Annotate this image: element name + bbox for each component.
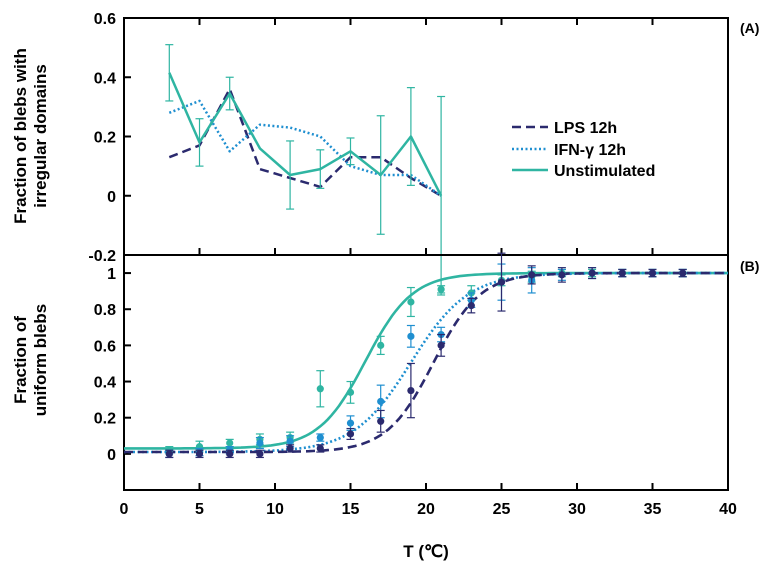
panel-b-point-ifn-12h [316, 433, 324, 442]
panel-b-point-lps-12h [437, 341, 445, 349]
panel-b-ylabel-line1: Fraction of [11, 316, 30, 404]
x-tick-label: 20 [417, 501, 435, 518]
legend-label-lps: LPS 12h [554, 120, 617, 137]
panel-b-point-lps-12h [316, 444, 324, 453]
panel-a-ytick-label: 0.4 [94, 70, 116, 87]
panel-b-ylabel-line2: uniform blebs [31, 304, 50, 416]
panel-b-point-lps-12h [256, 450, 264, 458]
panel-b-point-ifn-12h [377, 397, 385, 406]
panel-a-ylabel-line1: Fraction of blebs with [11, 48, 30, 224]
panel-b-point-lps-12h [226, 450, 234, 458]
x-tick-label: 0 [120, 501, 129, 518]
panel-b-point-lps-12h [588, 269, 596, 277]
x-axis-label: T (℃) [403, 542, 449, 561]
panel-b-point-ifn-12h [346, 419, 355, 427]
x-tick-label: 40 [719, 501, 737, 518]
panel-b-fit-ifn-12h [124, 271, 728, 454]
panel-b-point-lps-12h [286, 444, 294, 453]
panel-b-point-lps-12h [195, 450, 204, 458]
panel-b-point-ifn-12h [407, 332, 415, 340]
panel-a-line-lps-12h [168, 87, 442, 197]
panel-b-point-lps-12h [346, 430, 355, 438]
panel-b-point-lps-12h [618, 269, 626, 277]
panel-b-point-lps-12h [165, 450, 173, 458]
panel-b-fit-lps-12h [124, 271, 728, 454]
panel-a-frame [123, 17, 729, 256]
x-tick-label: 5 [195, 501, 204, 518]
x-tick-label: 10 [266, 501, 284, 518]
panel-b-plot: 00.20.40.60.810 5 10 15 20 25 30 35 40 [94, 252, 737, 518]
panel-b-point-unstimulated [407, 298, 415, 306]
x-tick-label: 30 [568, 501, 586, 518]
panel-b-point-lps-12h [377, 417, 385, 425]
panel-a-plot: -0.2 0 0.2 0.4 0.6 [88, 11, 729, 296]
panel-b-point-lps-12h [648, 269, 657, 277]
panel-a-line-unstimulated [168, 72, 443, 197]
panel-b-point-unstimulated [226, 439, 234, 447]
panel-a-ytick-label: 0 [107, 189, 116, 206]
panel-a-ytick-label: -0.2 [88, 248, 116, 265]
panel-b-frame [123, 254, 729, 491]
panel-b-point-unstimulated [316, 385, 324, 393]
panel-b-point-lps-12h [407, 386, 415, 395]
panel-b-point-unstimulated [377, 341, 385, 349]
panel-b-label: (B) [740, 258, 759, 274]
panel-a-ytick-label: 0.6 [94, 11, 116, 28]
panel-a-label: (A) [740, 20, 759, 36]
panel-a-ylabel-line2: irregular domains [31, 64, 50, 208]
panel-b-ytick-label: 0.2 [94, 411, 116, 428]
panel-b-point-unstimulated [346, 388, 355, 396]
legend-label-unstim: Unstimulated [554, 163, 655, 180]
panel-b-point-lps-12h [558, 271, 566, 279]
panel-b-fit-unstimulated [124, 271, 728, 450]
panel-b-ytick-label: 0.4 [94, 375, 116, 392]
panel-b-ytick-label: 0.6 [94, 338, 116, 355]
panel-b-ytick-label: 0 [107, 447, 116, 464]
panel-b-point-lps-12h [679, 269, 687, 277]
legend-label-ifn: IFN-γ 12h [554, 142, 626, 159]
legend: LPS 12h IFN-γ 12h Unstimulated [512, 120, 655, 180]
panel-a-ytick-label: 0.2 [94, 130, 116, 147]
panel-b-ytick-label: 1 [107, 266, 116, 283]
x-tick-label: 35 [644, 501, 662, 518]
panel-b-point-unstimulated [437, 285, 445, 293]
panel-b-ytick-label: 0.8 [94, 302, 116, 319]
panel-b-point-lps-12h [528, 271, 536, 279]
panel-b-point-lps-12h [497, 278, 506, 286]
panel-b-point-lps-12h [467, 302, 475, 310]
x-tick-label: 15 [342, 501, 360, 518]
panel-b-point-ifn-12h [256, 439, 264, 447]
panel-b-point-ifn-12h [286, 437, 294, 445]
x-tick-label: 25 [493, 501, 511, 518]
